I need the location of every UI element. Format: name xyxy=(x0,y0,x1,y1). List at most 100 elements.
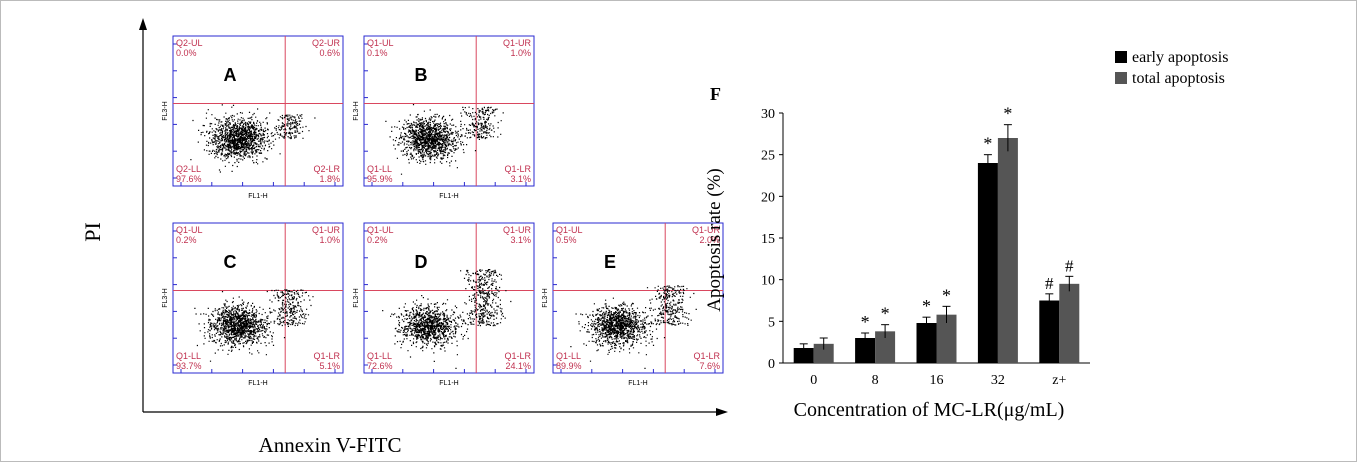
annexin-axis-arrow-icon xyxy=(716,408,728,416)
significance-hash: # xyxy=(1045,274,1054,293)
scatter-cloud xyxy=(194,289,314,362)
panel-frame xyxy=(363,35,535,187)
quadrant-lr-percent: 5.1% xyxy=(319,361,340,371)
panel-letter: C xyxy=(224,252,237,272)
panel-letter: D xyxy=(415,252,428,272)
quadrant-ll-percent: 72.6% xyxy=(367,361,393,371)
panel-y-axis-name: FL3-H xyxy=(353,101,360,120)
quadrant-ul-percent: 0.1% xyxy=(367,48,388,58)
panel-letter: E xyxy=(604,252,616,272)
quadrant-ll-percent: 95.9% xyxy=(367,174,393,184)
legend-swatch-total xyxy=(1115,72,1127,84)
flow-cytometry-axes: PI Annexin V-FITC xyxy=(80,18,728,457)
bar-total xyxy=(936,314,957,363)
significance-star: * xyxy=(922,296,931,316)
quadrant-ur-name: Q1-UR xyxy=(312,225,341,235)
legend-label-total: total apoptosis xyxy=(1132,70,1225,87)
quadrant-lr-name: Q1-LR xyxy=(504,351,531,361)
panel-y-axis-name: FL3-H xyxy=(162,288,169,307)
quadrant-ur-name: Q1-UR xyxy=(503,38,532,48)
bar-early xyxy=(793,348,814,363)
quadrant-ur-percent: 1.0% xyxy=(510,48,531,58)
panel-y-axis-name: FL3-H xyxy=(353,288,360,307)
quadrant-ur-percent: 2.0% xyxy=(699,235,720,245)
panel-x-axis-name: FL1-H xyxy=(248,380,267,387)
y-tick-label: 15 xyxy=(761,232,775,247)
bar-early xyxy=(977,163,998,363)
bar-total xyxy=(875,331,896,363)
quadrant-ll-percent: 97.6% xyxy=(176,174,202,184)
x-tick-label: 8 xyxy=(872,373,879,388)
quadrant-ll-percent: 93.7% xyxy=(176,361,202,371)
quadrant-ur-percent: 3.1% xyxy=(510,235,531,245)
legend-label-early: early apoptosis xyxy=(1132,49,1228,66)
quadrant-ll-name: Q1-LL xyxy=(556,351,581,361)
x-axis-label: Concentration of MC-LR(μg/mL) xyxy=(794,399,1065,421)
y-tick-label: 25 xyxy=(761,149,775,164)
quadrant-ll-name: Q1-LL xyxy=(176,351,201,361)
annexin-axis-label: Annexin V-FITC xyxy=(259,433,402,457)
panel-y-axis-name: FL3-H xyxy=(542,288,549,307)
significance-star: * xyxy=(861,312,870,332)
quadrant-ul-name: Q1-UL xyxy=(556,225,583,235)
quadrant-ul-name: Q1-UL xyxy=(367,38,394,48)
quadrant-lr-name: Q1-LR xyxy=(693,351,720,361)
bar-total xyxy=(1059,283,1080,363)
quadrant-lr-name: Q1-LR xyxy=(504,164,531,174)
quadrant-ur-percent: 1.0% xyxy=(319,235,340,245)
y-tick-label: 0 xyxy=(768,357,775,372)
quadrant-ul-percent: 0.2% xyxy=(176,235,197,245)
panel-y-axis-name: FL3-H xyxy=(162,101,169,120)
x-tick-label: 0 xyxy=(810,373,817,388)
x-tick-label: 32 xyxy=(991,373,1005,388)
panel-frame xyxy=(172,35,344,187)
panel-x-axis-name: FL1-H xyxy=(248,193,267,200)
panel-x-axis-name: FL1-H xyxy=(628,380,647,387)
legend-swatch-early xyxy=(1115,51,1127,63)
panel-label-f: F xyxy=(710,84,721,104)
quadrant-ll-name: Q1-LL xyxy=(367,351,392,361)
significance-hash: # xyxy=(1065,256,1074,275)
panel-x-axis-name: FL1-H xyxy=(439,193,458,200)
panel-x-axis-name: FL1-H xyxy=(439,380,458,387)
quadrant-lr-percent: 7.6% xyxy=(699,361,720,371)
quadrant-lr-percent: 3.1% xyxy=(510,174,531,184)
quadrant-lr-percent: 1.8% xyxy=(319,174,340,184)
y-tick-label: 5 xyxy=(768,315,775,330)
bar-early xyxy=(855,338,876,363)
panel-frame xyxy=(363,222,535,374)
bar-total xyxy=(813,343,834,363)
panel-frame xyxy=(552,222,724,374)
y-tick-label: 20 xyxy=(761,190,775,205)
panel-frame xyxy=(172,222,344,374)
quadrant-lr-name: Q1-LR xyxy=(313,351,340,361)
quadrant-ul-name: Q1-UL xyxy=(176,225,203,235)
bar-total xyxy=(997,138,1018,363)
significance-star: * xyxy=(1003,104,1012,124)
quadrant-ul-name: Q1-UL xyxy=(367,225,394,235)
x-tick-label: z+ xyxy=(1052,373,1066,388)
chart-legend: early apoptosis total apoptosis xyxy=(1115,49,1228,87)
pi-axis-arrow-icon xyxy=(139,18,147,30)
quadrant-ur-name: Q1-UR xyxy=(692,225,721,235)
quadrant-ur-name: Q1-UR xyxy=(503,225,532,235)
quadrant-ll-percent: 89.9% xyxy=(556,361,582,371)
scatter-cloud xyxy=(190,104,316,173)
quadrant-ll-name: Q2-LL xyxy=(176,164,201,174)
y-tick-label: 30 xyxy=(761,107,775,122)
quadrant-ur-name: Q2-UR xyxy=(312,38,341,48)
pi-axis-label: PI xyxy=(80,222,105,242)
quadrant-ll-name: Q1-LL xyxy=(367,164,392,174)
quadrant-ul-percent: 0.5% xyxy=(556,235,577,245)
bar-early xyxy=(916,323,937,363)
significance-star: * xyxy=(983,134,992,154)
x-tick-label: 16 xyxy=(930,373,944,388)
bar-early xyxy=(1039,300,1060,363)
quadrant-ul-name: Q2-UL xyxy=(176,38,203,48)
significance-star: * xyxy=(881,304,890,324)
